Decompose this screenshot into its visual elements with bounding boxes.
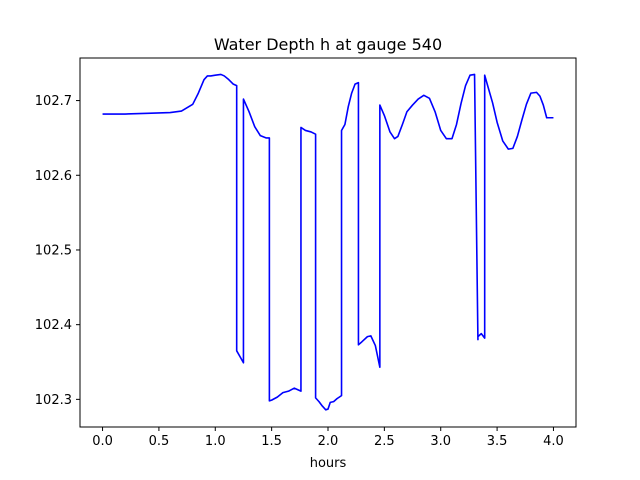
x-tick-label: 0.5 <box>149 434 170 449</box>
y-tick-label: 102.5 <box>35 243 72 258</box>
y-tick-label: 102.6 <box>35 169 72 184</box>
x-tick-label: 2.0 <box>318 434 339 449</box>
y-tick-label: 102.3 <box>35 393 72 408</box>
x-tick-label: 0.0 <box>92 434 113 449</box>
x-tick-label: 1.5 <box>261 434 282 449</box>
y-tick-label: 102.7 <box>35 94 72 109</box>
x-axis: 0.0 0.5 1.0 1.5 2.0 2.5 3.0 3.5 4.0 <box>92 427 564 449</box>
x-tick-label: 3.0 <box>430 434 451 449</box>
series-line-0 <box>102 73 554 411</box>
y-axis: 102.3 102.4 102.5 102.6 102.7 <box>35 94 80 408</box>
x-tick-label: 1.0 <box>205 434 226 449</box>
chart-title: Water Depth h at gauge 540 <box>214 35 442 54</box>
x-tick-label: 2.5 <box>374 434 395 449</box>
y-tick-label: 102.4 <box>35 318 72 333</box>
x-tick-label: 3.5 <box>487 434 508 449</box>
x-axis-label: hours <box>310 456 347 471</box>
x-tick-label: 4.0 <box>543 434 564 449</box>
